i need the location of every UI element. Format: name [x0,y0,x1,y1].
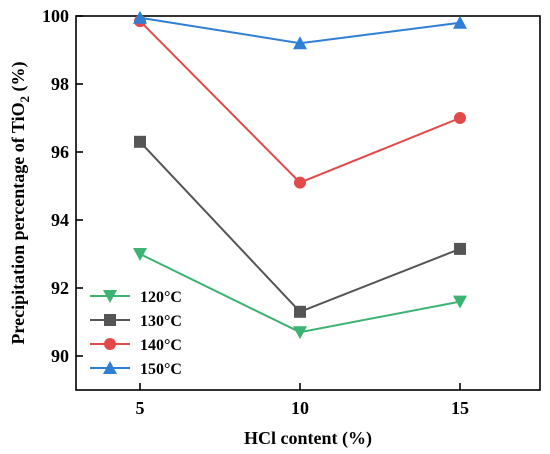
data-point [293,36,307,50]
x-tick-label: 5 [136,398,145,418]
series-line [139,253,461,334]
y-tick-label: 92 [51,278,69,298]
data-point [454,112,466,124]
y-axis: 90 92 94 96 98 100 [42,6,83,366]
legend-label: 130°C [140,313,182,330]
data-point [133,10,147,24]
series-line [139,141,461,313]
y-axis-title: Precipitation percentage of TiO2 (%) [8,61,32,344]
x-axis: 5 10 15 [136,383,469,418]
legend-marker [103,361,117,374]
legend-item: 140°C [90,337,182,354]
series [134,135,466,318]
y-tick-label: 100 [42,6,69,26]
legend-marker [104,338,116,350]
legend-label: 150°C [140,361,182,378]
legend-marker [104,314,116,326]
y-tick-label: 90 [51,346,69,366]
series [133,248,467,340]
y-tick-label: 96 [51,142,69,162]
legend-label: 120°C [140,289,182,306]
legend: 120°C 130°C 140°C 150°C [90,289,182,378]
plot-frame [75,15,541,391]
series [133,10,467,50]
data-point [293,326,307,340]
y-axis-title-unit: (%) [8,61,29,96]
legend-label: 140°C [140,337,182,354]
data-point [134,135,146,148]
legend-item: 120°C [90,289,182,306]
x-tick-label: 10 [291,398,309,418]
data-point [294,305,306,318]
y-tick-label: 94 [51,210,69,230]
legend-marker [103,290,117,303]
y-tick-label: 98 [51,74,69,94]
data-point [133,248,147,261]
series-layer [133,10,467,340]
x-axis-title: HCl content (%) [244,428,372,449]
legend-item: 150°C [90,361,182,378]
y-axis-title-subscript: 2 [17,96,32,103]
data-point [294,176,306,189]
data-point [454,242,466,255]
x-tick-label: 15 [451,398,469,418]
data-point [453,15,467,29]
data-point [453,295,467,309]
legend-item: 130°C [90,313,182,330]
y-axis-title-main: Precipitation percentage of TiO [8,102,28,344]
